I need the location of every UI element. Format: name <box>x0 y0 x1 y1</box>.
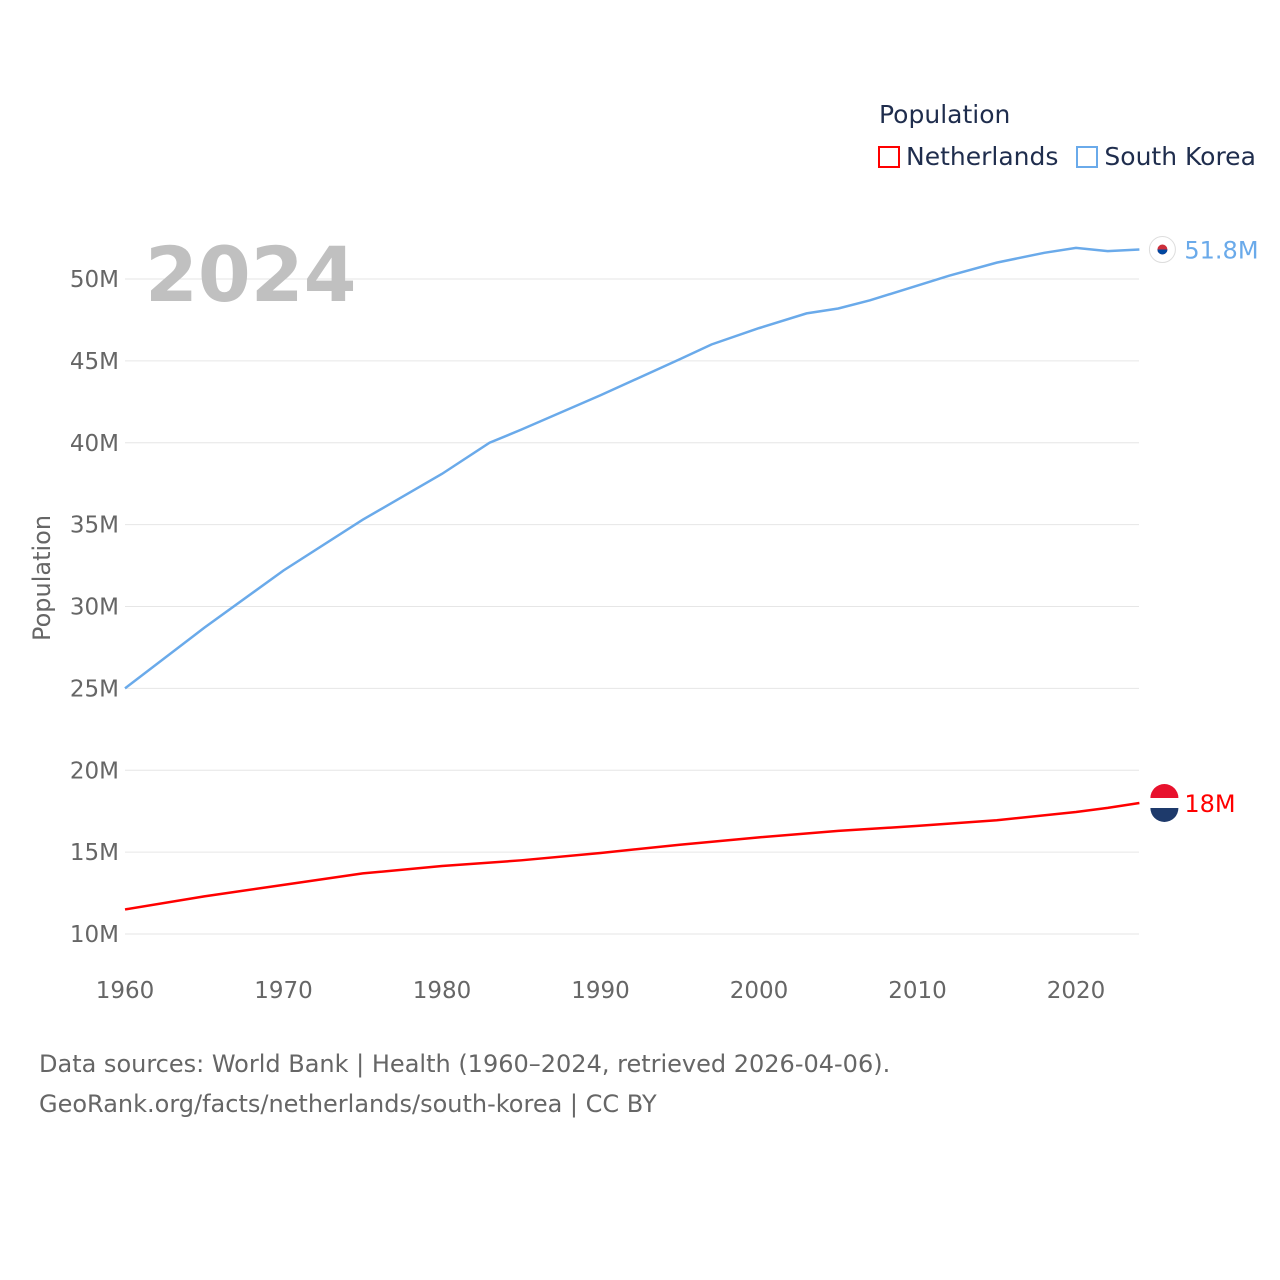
y-tick-label: 15M <box>70 840 119 866</box>
x-tick-label: 2010 <box>888 978 947 1004</box>
y-tick-label: 10M <box>70 922 119 948</box>
x-tick-label: 1960 <box>96 978 155 1004</box>
end-label: 18M <box>1184 790 1235 818</box>
x-tick-label: 2020 <box>1047 978 1106 1004</box>
y-tick-label: 45M <box>70 349 119 375</box>
source-note: Data sources: World Bank | Health (1960–… <box>39 1044 890 1124</box>
legend-item-netherlands[interactable]: Netherlands <box>878 142 1058 171</box>
legend-label: South Korea <box>1104 142 1256 171</box>
x-tick-label: 2000 <box>730 978 789 1004</box>
flag-taegeuk <box>1157 249 1168 255</box>
y-tick-label: 25M <box>70 676 119 702</box>
legend-swatch <box>1076 145 1099 168</box>
legend-swatch <box>878 145 900 168</box>
end-label: 51.8M <box>1184 237 1258 265</box>
year-label: 2024 <box>145 230 357 319</box>
y-axis-label: Population <box>28 515 56 641</box>
series-line-south-korea <box>124 246 1140 690</box>
y-tick-label: 50M <box>70 267 119 293</box>
y-tick-label: 20M <box>70 758 119 784</box>
series-line-netherlands <box>124 801 1140 911</box>
legend-item-south-korea[interactable]: South Korea <box>1076 142 1256 171</box>
y-tick-label: 35M <box>70 513 119 539</box>
y-tick-label: 30M <box>70 595 119 621</box>
x-tick-label: 1970 <box>254 978 313 1004</box>
x-tick-label: 1980 <box>413 978 472 1004</box>
flag-stripe <box>1150 808 1179 822</box>
source-line-1: Data sources: World Bank | Health (1960–… <box>39 1050 891 1078</box>
legend-title: Population <box>879 100 1011 129</box>
legend-label: Netherlands <box>906 142 1059 171</box>
flag-stripe <box>1150 784 1179 798</box>
legend: Netherlands South Korea <box>878 142 1256 171</box>
y-tick-label: 40M <box>70 431 119 457</box>
source-line-2: GeoRank.org/facts/netherlands/south-kore… <box>39 1090 657 1118</box>
x-tick-label: 1990 <box>571 978 630 1004</box>
